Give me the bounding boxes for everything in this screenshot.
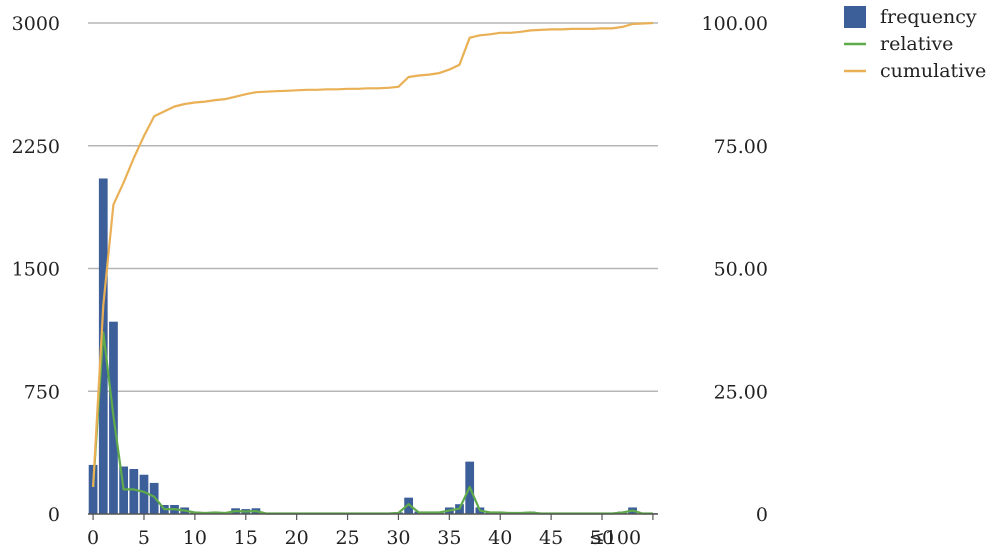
legend-label-relative: relative [880, 33, 953, 55]
x-tick-label: 50 [590, 527, 614, 549]
y2-tick-label: 75.00 [714, 136, 768, 158]
x-tick-label: 35 [437, 527, 461, 549]
y2-tick-label: 25.00 [714, 381, 768, 403]
x-tick-label: 5 [138, 527, 150, 549]
x-tick-label: 30 [386, 527, 410, 549]
x-tick-label: 25 [335, 527, 359, 549]
x-tick-label: 45 [539, 527, 563, 549]
y-tick-label: 2250 [12, 136, 60, 158]
x-tick-label: 10 [183, 527, 207, 549]
x-tick-label: ≤100 [589, 527, 641, 549]
y-tick-label: 0 [48, 504, 60, 526]
frequency-bars [88, 178, 658, 514]
y-tick-label: 3000 [12, 13, 60, 35]
legend-label-frequency: frequency [880, 6, 977, 28]
x-tick-label: 15 [234, 527, 258, 549]
legend-label-cumulative: cumulative [880, 60, 986, 82]
bar [88, 464, 98, 514]
x-tick-label: 0 [87, 527, 99, 549]
bar [404, 497, 414, 514]
y-tick-label: 1500 [12, 259, 60, 281]
legend-swatch-frequency [844, 6, 866, 28]
series-line-cumulative [92, 21, 653, 488]
x-tick-label: 40 [488, 527, 512, 549]
y-tick-label: 750 [24, 381, 60, 403]
series-line-relative [92, 331, 653, 515]
y2-tick-label: 50.00 [714, 259, 768, 281]
bar [139, 474, 149, 514]
axes [88, 513, 658, 520]
legend: frequency relative cumulative [844, 6, 986, 82]
x-tick-label: 20 [285, 527, 309, 549]
tick-labels: 0 0 750 25.00 1500 50.00 2250 75.00 3000 100.00 0 5… [12, 13, 768, 549]
y2-tick-label: 0 [756, 504, 768, 526]
y2-tick-label: 100.00 [702, 13, 768, 35]
gridlines [88, 22, 658, 392]
bar [129, 468, 139, 514]
